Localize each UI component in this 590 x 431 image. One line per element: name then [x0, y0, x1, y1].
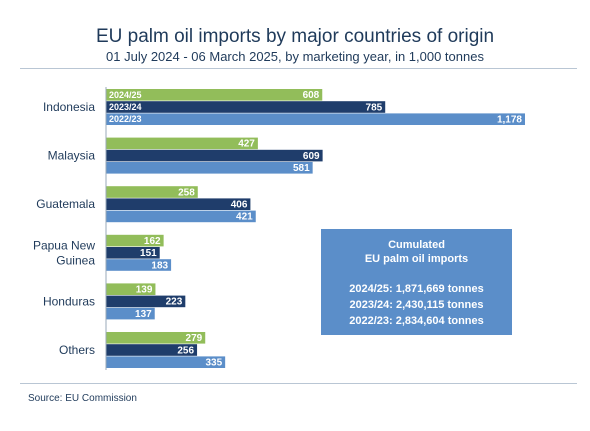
bar-others-2024-25	[106, 332, 206, 344]
value-label-indonesia-2023-24: 785	[366, 102, 383, 113]
bar-malaysia-2022-23	[106, 162, 313, 174]
bar-guatemala-2023-24	[106, 198, 251, 210]
source-note: Source: EU Commission	[28, 393, 137, 404]
value-label-honduras-2023-24: 223	[166, 297, 183, 308]
value-label-guatemala-2023-24: 406	[231, 200, 248, 211]
bar-indonesia-2023-24	[106, 101, 386, 113]
value-label-guatemala-2024-25: 258	[178, 187, 195, 198]
series-label-2024-25: 2024/25	[109, 90, 142, 100]
value-label-honduras-2022-23: 137	[135, 309, 152, 320]
value-label-papua-new-guinea-2024-25: 162	[144, 236, 161, 247]
value-label-guatemala-2022-23: 421	[236, 212, 253, 223]
value-label-papua-new-guinea-2023-24: 151	[140, 248, 157, 259]
bar-malaysia-2023-24	[106, 149, 323, 162]
bar-papua-new-guinea-2023-24	[106, 247, 160, 259]
bottom-divider	[20, 383, 577, 384]
bar-papua-new-guinea-2024-25	[106, 234, 164, 247]
value-label-others-2022-23: 335	[205, 358, 222, 369]
category-label-indonesia: Indonesia	[43, 100, 95, 114]
infobox-line-2023-24: 2023/24: 2,430,115 tonnes	[349, 299, 484, 311]
top-divider	[20, 68, 577, 69]
series-label-2022-23: 2022/23	[109, 114, 142, 124]
value-label-indonesia-2022-23: 1,178	[497, 115, 522, 126]
bar-others-2022-23	[106, 356, 226, 368]
cumulated-imports-box: Cumulated EU palm oil imports 2024/25: 1…	[321, 229, 512, 335]
value-label-others-2023-24: 256	[177, 345, 194, 356]
bar-others-2023-24	[106, 344, 198, 356]
infobox-line-2024-25: 2024/25: 1,871,669 tonnes	[349, 283, 484, 295]
bar-indonesia-2022-23	[106, 113, 525, 125]
bar-honduras-2024-25	[106, 283, 156, 295]
bar-papua-new-guinea-2022-23	[106, 259, 172, 271]
value-label-malaysia-2024-25: 427	[238, 139, 255, 150]
infobox-line-2022-23: 2022/23: 2,834,604 tonnes	[349, 315, 484, 327]
category-label-papua-new-guinea: Guinea	[56, 253, 95, 267]
infobox-heading: Cumulated	[388, 239, 445, 251]
category-label-others: Others	[59, 343, 95, 357]
value-label-malaysia-2023-24: 609	[303, 151, 320, 162]
bar-guatemala-2024-25	[106, 186, 198, 198]
chart-subtitle: 01 July 2024 - 06 March 2025, by marketi…	[106, 49, 484, 64]
category-label-papua-new-guinea: Papua New	[33, 238, 95, 252]
bar-honduras-2022-23	[106, 307, 155, 320]
value-label-others-2024-25: 279	[186, 333, 203, 344]
bar-honduras-2023-24	[106, 295, 186, 308]
infobox-subheading: EU palm oil imports	[364, 253, 469, 265]
bar-guatemala-2022-23	[106, 210, 256, 223]
category-label-honduras: Honduras	[43, 294, 95, 308]
bar-malaysia-2024-25	[106, 137, 258, 150]
category-label-malaysia: Malaysia	[48, 149, 96, 163]
category-label-guatemala: Guatemala	[36, 197, 95, 211]
series-label-2023-24: 2023/24	[109, 102, 142, 112]
chart-title: EU palm oil imports by major countries o…	[95, 26, 495, 47]
value-label-indonesia-2024-25: 608	[303, 90, 320, 101]
bar-indonesia-2024-25	[106, 89, 323, 101]
value-label-malaysia-2022-23: 581	[293, 163, 310, 174]
value-label-honduras-2024-25: 139	[136, 285, 153, 296]
value-label-papua-new-guinea-2022-23: 183	[151, 260, 168, 271]
